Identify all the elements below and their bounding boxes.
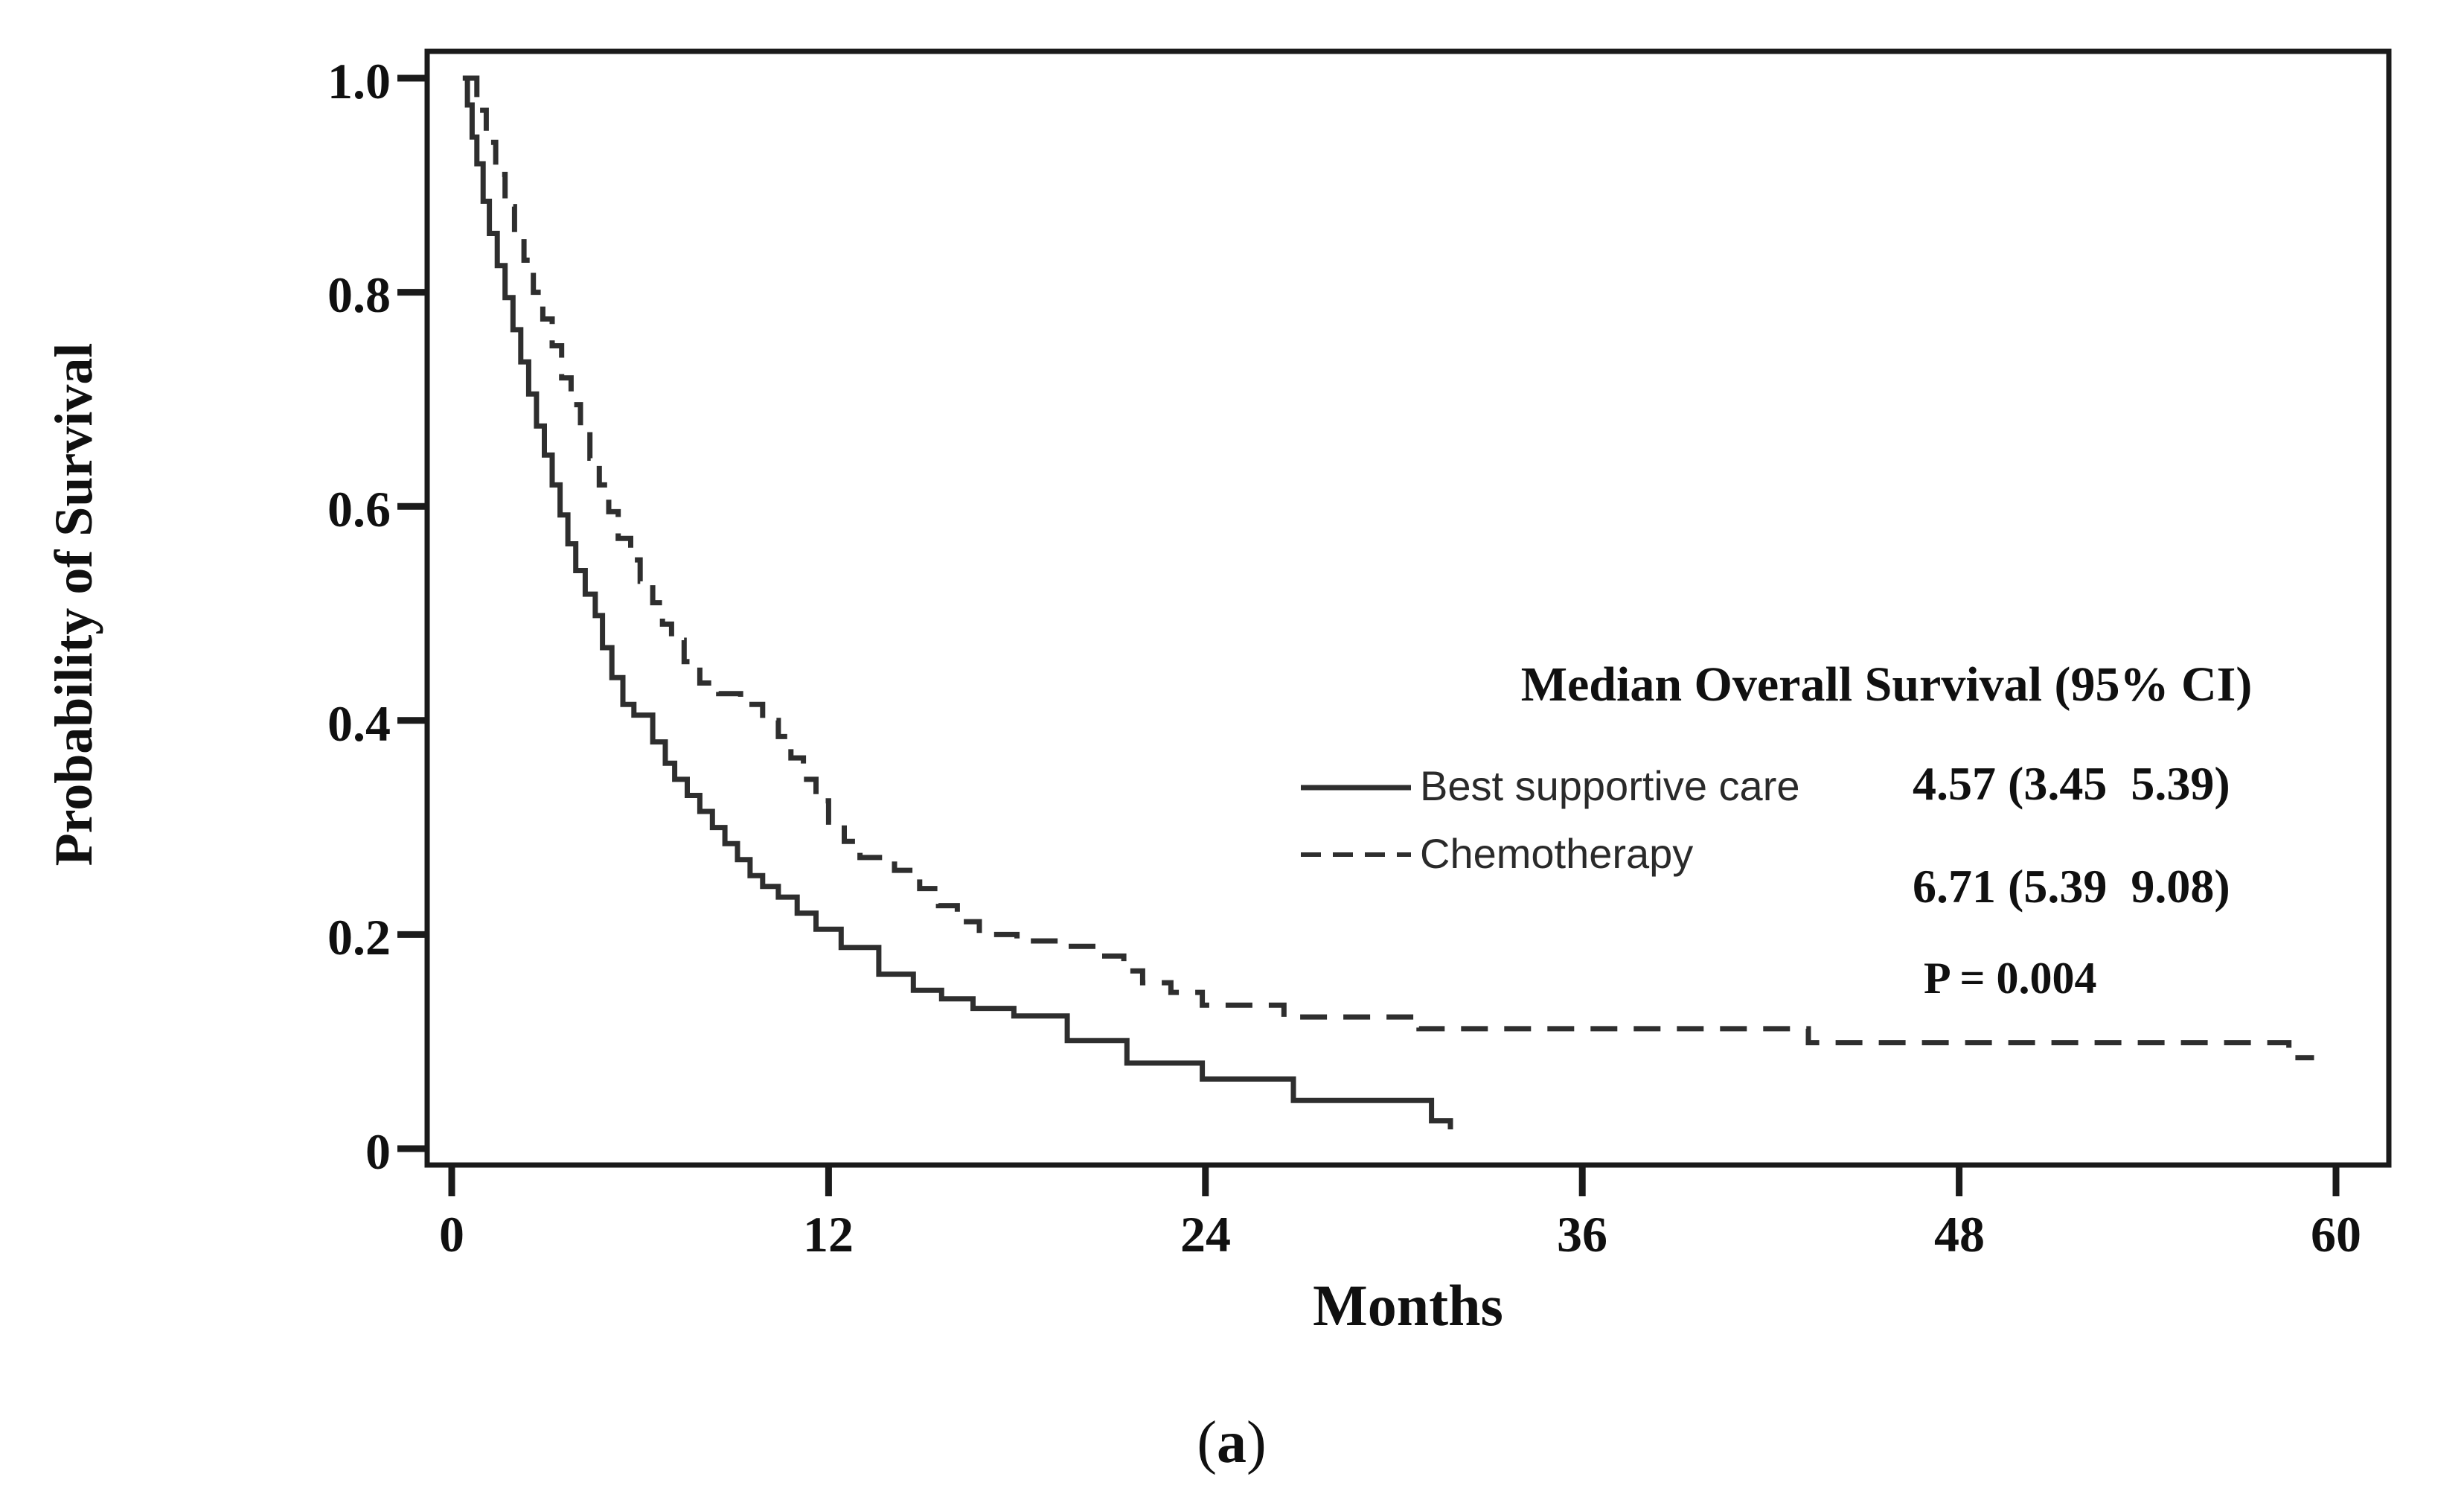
y-tick-label-0.8: 0.8 xyxy=(327,267,391,323)
x-ticks xyxy=(448,1165,2340,1196)
x-tick-label-48: 48 xyxy=(1934,1206,1985,1263)
x-tick-label-24: 24 xyxy=(1180,1206,1231,1263)
y-ticks xyxy=(397,74,427,1152)
legend-label-chemotherapy: Chemotherapy xyxy=(1420,830,1694,877)
figure-caption: (a) xyxy=(1197,1411,1266,1475)
caption-close-paren: ) xyxy=(1247,1410,1267,1475)
y-tick-label-0: 0 xyxy=(365,1123,391,1180)
series-chemo-path xyxy=(469,75,2314,1061)
plot-frame xyxy=(424,48,2392,1168)
x-tick-label-12: 12 xyxy=(803,1206,854,1263)
x-tick-label-0: 0 xyxy=(439,1206,464,1263)
y-tick-label-0.6: 0.6 xyxy=(327,481,391,537)
y-tick-label-0.2: 0.2 xyxy=(327,909,391,966)
legend-value-chemotherapy: 6.71 (5.39 9.08) xyxy=(1913,860,2230,913)
x-axis-title: Months xyxy=(1313,1273,1503,1338)
legend-title: Median Overall Survival (95% CI) xyxy=(1520,657,2253,712)
caption-open-paren: ( xyxy=(1197,1410,1217,1475)
x-tick-label-60: 60 xyxy=(2311,1206,2361,1263)
caption-letter: a xyxy=(1217,1410,1247,1475)
series-bsc-path xyxy=(462,75,1453,1130)
y-tick-label-0.4: 0.4 xyxy=(327,695,391,752)
x-tick-label-36: 36 xyxy=(1557,1206,1607,1263)
legend-value-best-supportive-care: 4.57 (3.45 5.39) xyxy=(1913,757,2230,810)
p-value-label: P = 0.004 xyxy=(1924,954,2097,1003)
legend-label-best-supportive-care: Best supportive care xyxy=(1420,762,1800,809)
y-axis-title: Probability of Survival xyxy=(44,342,104,867)
y-tick-label-1.0: 1.0 xyxy=(327,53,391,109)
